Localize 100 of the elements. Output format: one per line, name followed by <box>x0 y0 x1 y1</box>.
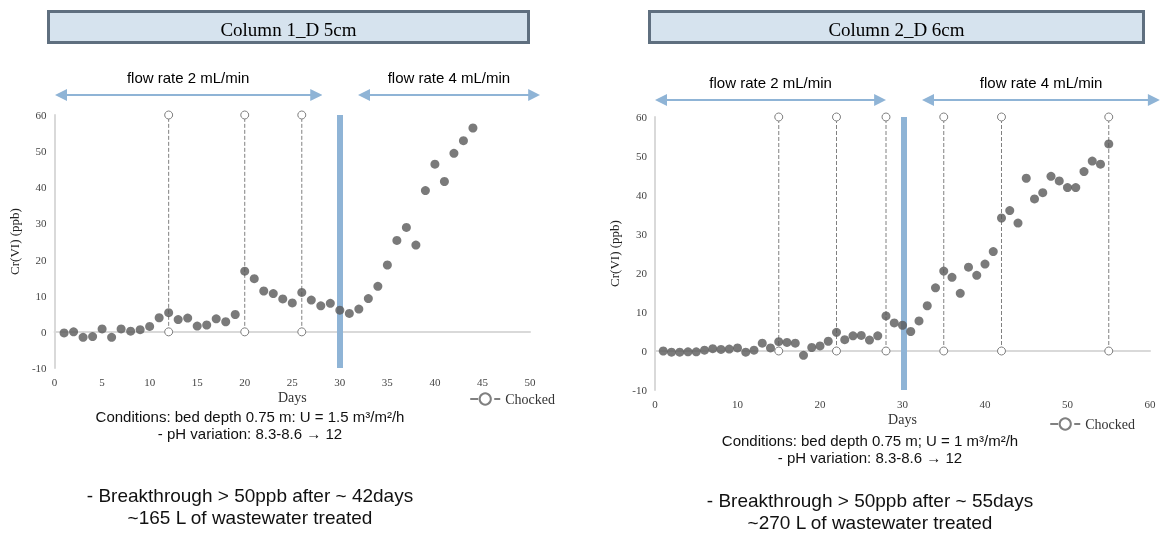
point <box>297 287 307 297</box>
text: Conditions: bed depth 0.75 m; U = 1 m³/m²/h <box>720 432 1020 449</box>
x-tick-label: 25 <box>286 375 299 388</box>
text: ~270 L of wastewater treated <box>746 512 994 534</box>
point <box>230 310 240 320</box>
point <box>782 337 792 347</box>
x-axis-title: Days <box>888 412 917 428</box>
point <box>59 328 69 338</box>
point <box>790 338 800 348</box>
point <box>774 337 784 347</box>
point <box>145 321 155 331</box>
point <box>173 315 183 325</box>
y-axis-title: Cr(VI) (ppb) <box>7 208 22 275</box>
point <box>733 343 742 353</box>
point <box>88 332 98 342</box>
x-tick-label: 20 <box>814 397 826 410</box>
point <box>240 266 250 276</box>
point <box>889 318 899 328</box>
point <box>774 112 784 122</box>
y-tick-label: 0 <box>641 345 648 357</box>
point <box>382 260 392 270</box>
point <box>988 247 998 257</box>
x-tick-label: 30 <box>897 397 909 410</box>
point <box>667 347 676 357</box>
point <box>939 346 949 356</box>
point <box>1079 167 1089 177</box>
point <box>344 308 354 318</box>
point <box>972 270 982 280</box>
point <box>164 110 174 120</box>
point <box>757 338 767 348</box>
text: Conditions: bed depth 0.75 m: U = 1.5 m³/m²/h <box>94 408 406 425</box>
y-tick-label: 10 <box>636 306 648 318</box>
point <box>468 123 478 133</box>
point <box>980 259 990 269</box>
point <box>363 294 373 304</box>
text: - Breakthrough > 50ppb after ~ 42days <box>85 485 415 507</box>
x-tick-label: 0 <box>51 375 58 388</box>
x-tick-label: 30 <box>334 375 346 388</box>
point <box>931 283 940 293</box>
point <box>164 327 174 337</box>
point <box>856 330 866 340</box>
x-tick-label: 35 <box>381 375 394 388</box>
point <box>1104 139 1114 149</box>
text: flow rate 2 mL/min <box>126 69 250 86</box>
point <box>373 281 383 291</box>
point <box>922 301 932 311</box>
point <box>1087 156 1097 166</box>
text: - pH variation: 8.3-8.6 → 12 <box>776 449 964 466</box>
point <box>116 324 126 334</box>
point <box>691 347 701 357</box>
point <box>997 213 1006 223</box>
point <box>939 112 949 122</box>
point <box>799 350 808 360</box>
point <box>1063 183 1072 193</box>
point <box>240 327 250 337</box>
legend-label: Chocked <box>505 391 555 407</box>
point <box>749 345 759 355</box>
point <box>439 177 449 186</box>
point <box>881 346 891 356</box>
x-tick-label: 10 <box>144 375 156 388</box>
y-tick-label: 40 <box>35 181 48 194</box>
y-tick-label: 50 <box>636 150 648 162</box>
y-tick-label: 60 <box>35 109 48 121</box>
point <box>297 110 307 120</box>
point <box>774 346 784 356</box>
point <box>947 272 957 282</box>
x-tick-label: 50 <box>524 375 536 388</box>
point <box>268 289 278 299</box>
point <box>675 347 685 357</box>
point <box>164 308 174 318</box>
y-tick-label: 60 <box>636 111 648 123</box>
x-tick-label: 40 <box>979 397 991 410</box>
point <box>832 327 841 337</box>
point <box>815 341 825 351</box>
point <box>1005 206 1015 216</box>
point <box>154 313 164 323</box>
point <box>458 136 468 146</box>
point <box>832 346 841 356</box>
point <box>840 335 850 345</box>
point <box>97 324 107 334</box>
point <box>881 112 891 122</box>
point <box>964 262 973 272</box>
point <box>1013 218 1023 228</box>
point <box>1071 183 1081 193</box>
y-tick-label: 30 <box>35 217 48 230</box>
point <box>741 347 751 357</box>
y-tick-label: -10 <box>31 362 48 374</box>
legend-label: Chocked <box>1085 416 1135 432</box>
y-axis-title: Cr(VI) (ppb) <box>607 220 623 287</box>
text: flow rate 4 mL/min <box>387 69 511 86</box>
point <box>1046 171 1056 181</box>
point <box>1104 346 1114 356</box>
point <box>192 321 202 331</box>
point <box>202 320 212 330</box>
point <box>221 317 231 327</box>
point <box>1096 159 1105 169</box>
point <box>658 346 668 356</box>
text: - Breakthrough > 50ppb after ~ 55days <box>705 490 1035 512</box>
x-tick-label: 20 <box>239 375 251 388</box>
point <box>240 110 250 120</box>
